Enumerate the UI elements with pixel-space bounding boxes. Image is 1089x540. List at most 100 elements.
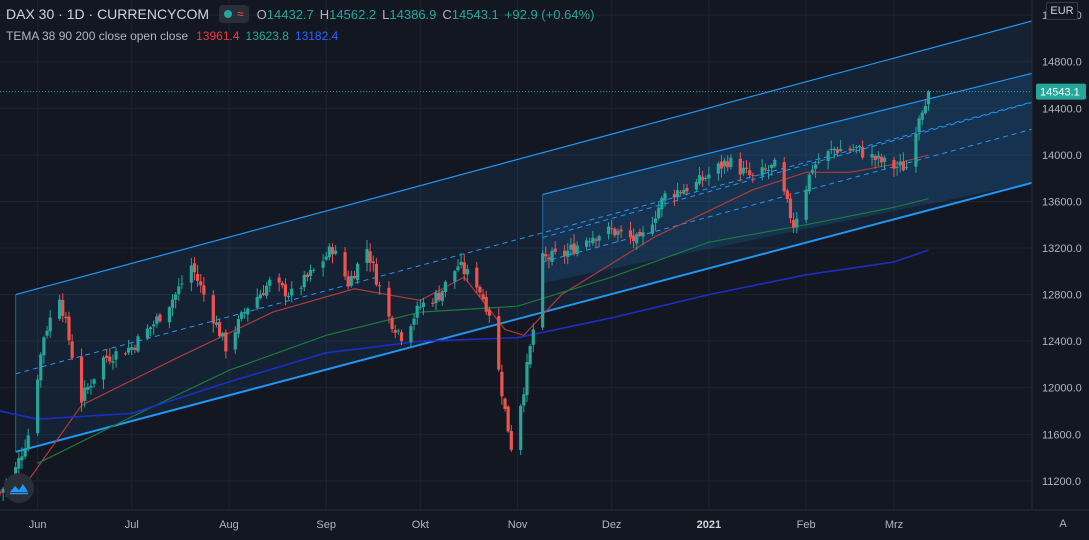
candle-body [390, 317, 394, 330]
candle-body [465, 269, 469, 275]
candle-body [610, 228, 614, 230]
candle-body [57, 299, 62, 319]
candle-body [20, 456, 24, 461]
candle-body [133, 347, 137, 350]
candle-body [628, 230, 633, 238]
source-label: CURRENCYCOM [97, 6, 210, 22]
candle-body [26, 435, 30, 449]
candle-body [663, 193, 667, 201]
candle-body [167, 307, 171, 323]
currency-button[interactable]: EUR [1046, 2, 1078, 20]
candle-body [685, 187, 689, 192]
last-price-tag [1036, 83, 1086, 100]
candle-body [42, 337, 46, 356]
candle-body [531, 329, 535, 345]
candle-body [199, 281, 203, 286]
candle-body [412, 318, 416, 325]
separator: · [84, 6, 98, 22]
candle-body [839, 148, 843, 152]
time-axis-bg [0, 510, 1089, 540]
time-axis[interactable]: Jun Jul Aug Sep Okt Nov Dez 2021 Feb Mrz [0, 509, 1089, 540]
candle-body [192, 263, 197, 273]
candle-body [719, 161, 724, 169]
indicator-label[interactable]: TEMA 38 90 200 close open close [6, 29, 189, 43]
candle-body [748, 170, 752, 176]
candle-body [870, 154, 874, 158]
candle-body [324, 256, 328, 260]
candle-body [202, 285, 206, 295]
interval-label[interactable]: 1D [66, 6, 85, 22]
candle-body [506, 406, 510, 432]
time-tick-label: 2021 [697, 519, 721, 531]
candle-body [606, 226, 611, 235]
candle-body [566, 250, 570, 257]
candle-body [873, 156, 877, 161]
candle-body [92, 379, 96, 384]
time-tick-label: Nov [508, 519, 528, 531]
candle-body [265, 285, 269, 296]
candle-body [744, 167, 749, 169]
candle-body [707, 174, 711, 179]
candle-body [817, 161, 821, 163]
symbol-row: DAX 30 · 1D · CURRENCYCOM ≈ O 14432.7 H 14… [6, 3, 600, 25]
tema-slow-line [0, 249, 929, 421]
candle-body [355, 263, 360, 281]
candle-body [189, 265, 193, 283]
candle-body [211, 295, 215, 324]
candle-body [136, 336, 140, 352]
candle-body [83, 387, 87, 401]
price-axis[interactable]: 11200.0 11600.0 12000.0 12400.0 12800.0 13200… [1031, 0, 1089, 540]
candle-body [23, 448, 27, 457]
indicator-row[interactable]: TEMA 38 90 200 close open close 13961.4 … [6, 25, 600, 47]
time-tick-label: Okt [412, 519, 429, 531]
candle-body [851, 149, 855, 151]
time-tick-label: Mrz [885, 519, 903, 531]
price-axis-bg [1032, 0, 1089, 540]
candle-body [170, 299, 175, 308]
candle-body [729, 157, 733, 168]
candle-body [597, 236, 601, 241]
candle-body [914, 134, 918, 167]
channel-upper-line [15, 20, 1033, 296]
candle-body [832, 148, 836, 151]
candle-body [17, 458, 21, 469]
candle-body [268, 279, 272, 286]
regression-channels [15, 20, 1033, 453]
candle-body [632, 235, 636, 242]
candle-body [926, 91, 931, 105]
candle-body [588, 241, 592, 243]
candle-body [374, 263, 379, 285]
candle-body [650, 224, 655, 234]
candle-body [575, 245, 579, 254]
candle-body [694, 181, 698, 190]
candle-body [101, 357, 106, 380]
inner-upper-line [542, 72, 1033, 196]
candle-body [246, 308, 250, 315]
candle-body [917, 118, 921, 132]
candle-body [795, 218, 799, 228]
auto-scale-button[interactable]: A [1059, 518, 1067, 530]
candle-body [923, 105, 927, 114]
inner-mid-dashed [542, 101, 1033, 239]
market-status-badge[interactable]: ≈ [219, 5, 249, 23]
candle-body [541, 253, 545, 328]
candle-body [327, 246, 331, 258]
candle-body [766, 169, 771, 171]
candle-body [826, 151, 830, 162]
candle-body [760, 167, 764, 176]
channel-mid-dashed [15, 101, 1033, 375]
time-tick-label: Sep [316, 519, 336, 531]
candle-body [920, 112, 924, 120]
candle-body [415, 305, 419, 318]
tradingview-logo-icon[interactable] [4, 473, 34, 503]
candle-body [79, 356, 84, 403]
candle-body [145, 328, 150, 339]
candle-body [261, 293, 266, 295]
candle-body [45, 330, 49, 336]
candle-body [158, 314, 162, 322]
candle-body [431, 302, 435, 304]
symbol-name[interactable]: DAX 30 [6, 6, 55, 22]
candle-body [738, 158, 742, 175]
price-tick-label: 11200.0 [1042, 476, 1081, 488]
